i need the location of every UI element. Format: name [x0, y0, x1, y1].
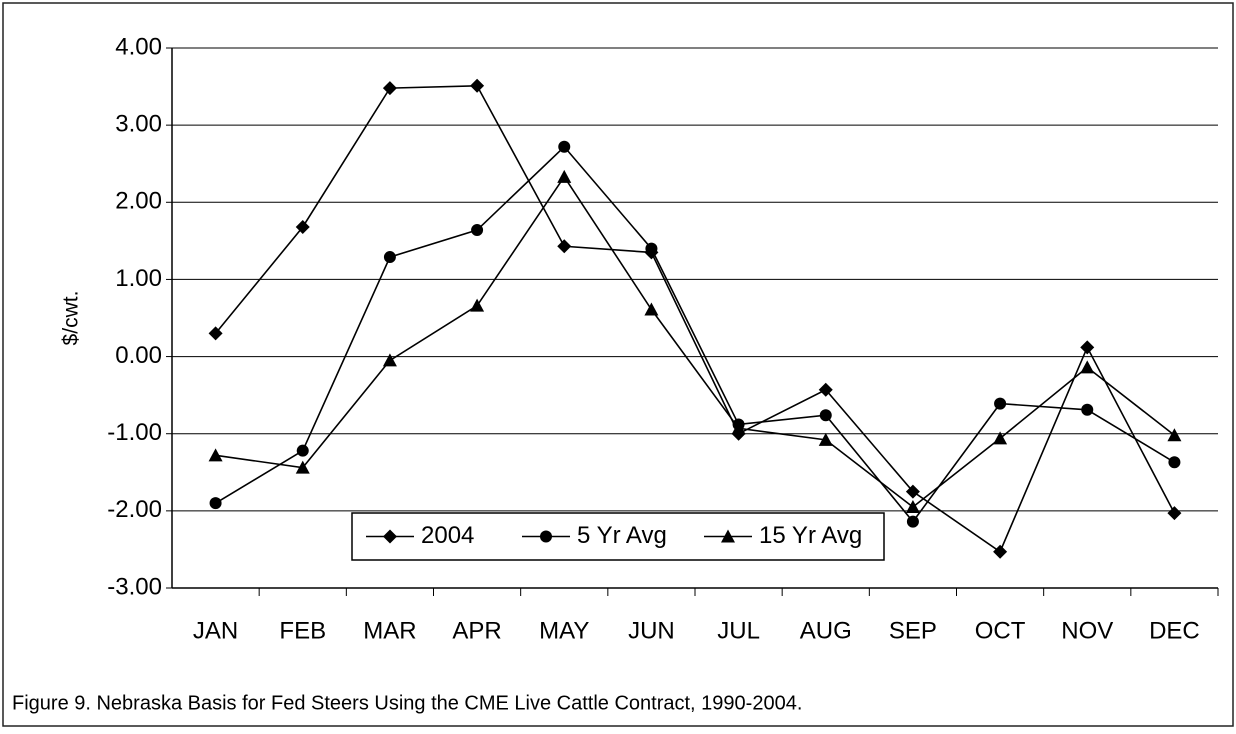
marker	[1167, 428, 1182, 442]
series-line	[214, 84, 1176, 553]
x-tick-label: SEP	[889, 617, 937, 644]
marker	[721, 529, 735, 543]
marker	[558, 140, 571, 153]
x-tick-label: FEB	[279, 617, 326, 644]
marker	[383, 529, 397, 544]
marker	[905, 484, 920, 499]
marker	[993, 544, 1008, 559]
legend-box	[351, 512, 885, 561]
marker	[644, 302, 659, 316]
marker	[905, 500, 920, 513]
marker	[383, 251, 396, 264]
marker	[382, 81, 397, 96]
marker	[208, 448, 223, 462]
x-tick-label: JUN	[628, 617, 675, 644]
x-tick-label: NOV	[1061, 617, 1113, 644]
series-line	[215, 175, 1175, 509]
y-tick-label: -3.00	[107, 573, 162, 600]
y-tick-label: 4.00	[115, 33, 162, 60]
marker	[906, 515, 919, 528]
marker	[296, 444, 309, 457]
caption: Figure 9. Nebraska Basis for Fed Steers …	[12, 692, 802, 714]
marker	[540, 530, 552, 543]
series-line	[215, 145, 1175, 523]
y-tick-label: 0.00	[115, 342, 162, 369]
y-tick-label: 1.00	[115, 265, 162, 292]
x-tick-label: APR	[452, 617, 501, 644]
marker	[993, 431, 1008, 445]
marker	[471, 224, 484, 237]
legend-label: 2004	[421, 522, 474, 549]
marker	[818, 432, 833, 446]
y-tick-label: -2.00	[107, 496, 162, 523]
marker	[994, 397, 1007, 410]
x-tick-label: OCT	[975, 617, 1026, 644]
y-tick-label: 2.00	[115, 188, 162, 215]
marker	[209, 497, 222, 510]
marker	[295, 460, 310, 474]
marker	[1081, 403, 1094, 416]
marker	[645, 242, 658, 255]
legend-label: 5 Yr Avg	[577, 522, 667, 549]
x-tick-label: MAY	[539, 617, 589, 644]
marker	[208, 326, 223, 341]
marker	[819, 409, 832, 422]
x-tick-label: DEC	[1149, 617, 1200, 644]
marker	[1080, 360, 1095, 374]
x-tick-label: JAN	[193, 617, 238, 644]
marker	[557, 169, 572, 183]
marker	[295, 219, 310, 234]
marker	[470, 78, 485, 93]
x-tick-label: JUL	[717, 617, 760, 644]
marker	[1080, 340, 1095, 355]
marker	[470, 298, 485, 312]
marker	[1168, 456, 1181, 469]
x-tick-label: MAR	[363, 617, 416, 644]
marker	[1167, 506, 1182, 521]
marker	[557, 239, 572, 254]
marker	[731, 421, 746, 435]
y-axis-label: $/cwt.	[60, 291, 83, 346]
y-tick-label: 3.00	[115, 110, 162, 137]
y-tick-label: -1.00	[107, 419, 162, 446]
x-tick-label: AUG	[800, 617, 852, 644]
legend-label: 15 Yr Avg	[759, 522, 862, 549]
marker	[382, 353, 397, 367]
marker	[818, 382, 833, 397]
